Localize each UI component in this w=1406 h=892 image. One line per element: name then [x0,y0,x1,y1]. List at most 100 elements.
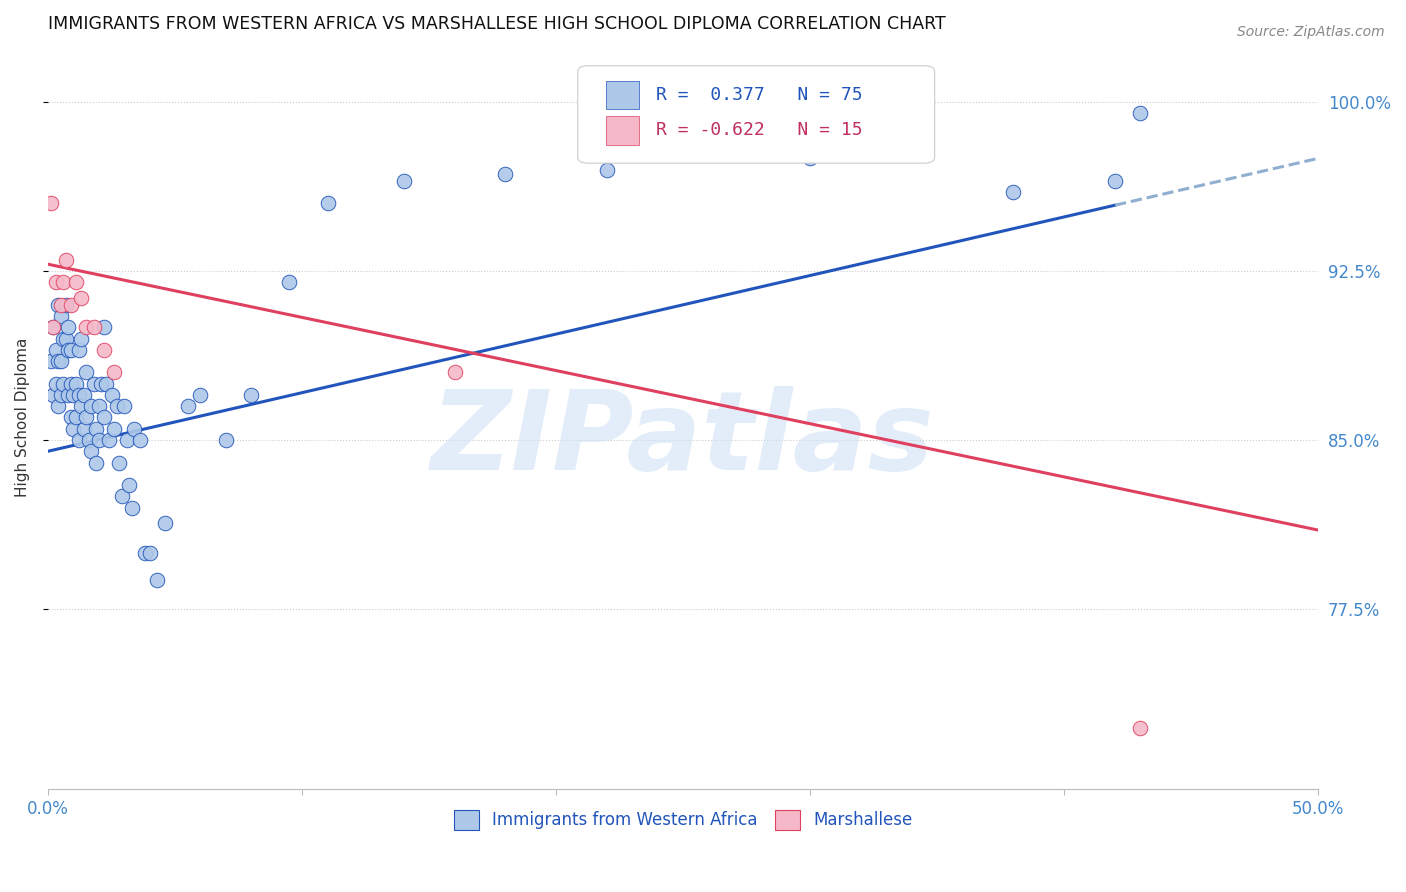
Point [111,489,134,503]
Text: R = -0.622   N = 15: R = -0.622 N = 15 [657,121,863,139]
Point [93,410,115,425]
Point [67,433,90,447]
Point [72,422,94,436]
Point [190,388,212,402]
Point [83,376,105,391]
Text: ZIPatlas: ZIPatlas [432,386,935,493]
Point [316,196,339,211]
Point [67,343,90,357]
Point [86,422,108,436]
Point [45,376,67,391]
Point [62,422,84,436]
Text: IMMIGRANTS FROM WESTERN AFRICA VS MARSHALLESE HIGH SCHOOL DIPLOMA CORRELATION CH: IMMIGRANTS FROM WESTERN AFRICA VS MARSHA… [48,15,946,33]
Point [59,376,82,391]
Point [1129,722,1152,736]
Point [112,399,135,413]
Point [105,399,128,413]
Point [52,332,75,346]
Point [70,291,93,305]
Point [62,388,84,402]
Point [93,343,115,357]
Point [215,433,238,447]
Point [45,275,67,289]
Point [49,309,72,323]
Point [1002,185,1025,199]
Point [146,573,169,587]
Point [98,433,121,447]
Point [46,298,69,312]
Point [70,399,93,413]
Point [42,320,65,334]
Legend: Immigrants from Western Africa, Marshallese: Immigrants from Western Africa, Marshall… [447,803,920,837]
Point [49,388,72,402]
Point [1104,174,1126,188]
Point [115,433,138,447]
Point [278,275,301,289]
Point [59,410,82,425]
Point [121,500,143,515]
Point [70,332,93,346]
Point [75,320,97,334]
Point [108,456,131,470]
Point [65,275,87,289]
Point [177,399,200,413]
Point [83,320,105,334]
Point [93,320,115,334]
Point [87,399,110,413]
Point [49,354,72,368]
Point [55,252,77,267]
Point [55,332,77,346]
Point [75,410,97,425]
Point [494,167,516,181]
Text: R =  0.377   N = 75: R = 0.377 N = 75 [657,86,863,103]
Point [77,433,100,447]
Point [39,196,62,211]
Point [39,354,62,368]
Point [1129,106,1152,120]
Point [90,376,112,391]
Point [58,343,80,357]
Point [138,546,160,560]
Point [42,388,65,402]
Point [118,478,141,492]
FancyBboxPatch shape [606,80,638,109]
Point [596,162,619,177]
Point [103,365,125,379]
Text: Source: ZipAtlas.com: Source: ZipAtlas.com [1237,25,1385,39]
Point [100,388,122,402]
Point [392,174,415,188]
Point [59,343,82,357]
Point [80,399,103,413]
Point [46,354,69,368]
Point [86,456,108,470]
Point [75,365,97,379]
Point [103,422,125,436]
Point [124,422,146,436]
Point [52,275,75,289]
Point [59,298,82,312]
Point [45,343,67,357]
Y-axis label: High School Diploma: High School Diploma [15,338,30,497]
Point [55,298,77,312]
Point [42,320,65,334]
Point [96,376,118,391]
Point [65,376,87,391]
Point [58,320,80,334]
Point [67,388,90,402]
Point [153,516,176,531]
Point [80,444,103,458]
Point [72,388,94,402]
Point [49,298,72,312]
Point [443,365,465,379]
Point [799,151,821,165]
Point [58,388,80,402]
FancyBboxPatch shape [578,66,935,163]
Point [240,388,263,402]
FancyBboxPatch shape [606,116,638,145]
Point [65,410,87,425]
Point [87,433,110,447]
Point [128,433,150,447]
Point [52,376,75,391]
Point [46,399,69,413]
Point [134,546,156,560]
